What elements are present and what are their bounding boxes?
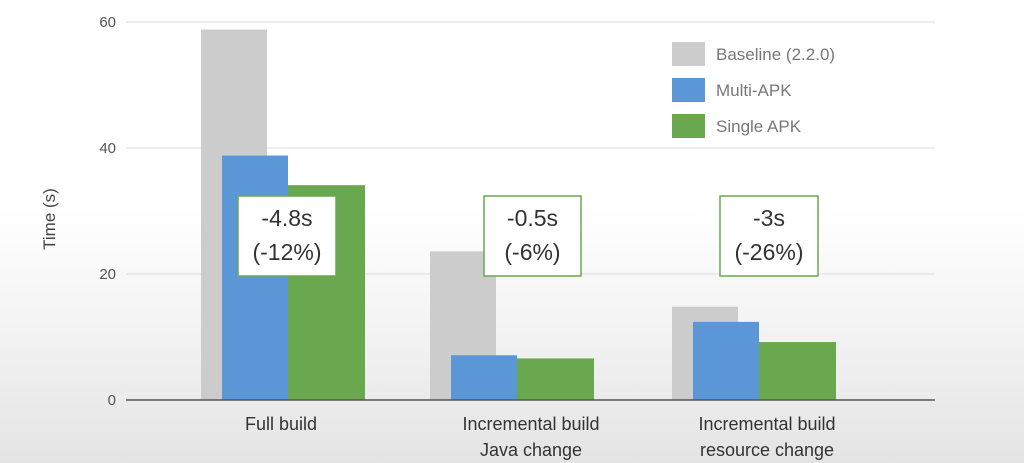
annotation-text: (-26%) <box>734 239 803 265</box>
y-tick-label: 40 <box>99 140 116 157</box>
annotations: -4.8s (-12%) -0.5s (-6%) -3s (-26%) <box>237 195 819 277</box>
y-tick-label: 0 <box>108 392 116 409</box>
y-tick-label: 60 <box>99 14 116 31</box>
y-axis-ticks: 0 20 40 60 <box>99 14 116 409</box>
legend-label: Multi-APK <box>716 81 792 100</box>
bar-single-apk <box>759 342 836 400</box>
legend-label: Baseline (2.2.0) <box>716 45 835 64</box>
bar-multi-apk <box>693 321 759 400</box>
legend: Baseline (2.2.0) Multi-APK Single APK <box>672 42 835 138</box>
annotation-text: -3s <box>753 205 785 231</box>
x-category-label: resource change <box>700 440 834 460</box>
annotation-text: (-12%) <box>252 239 321 265</box>
x-category-label: Incremental build <box>462 414 599 434</box>
y-axis-label: Time (s) <box>40 188 59 250</box>
legend-label: Single APK <box>716 117 802 136</box>
bar-multi-apk <box>451 355 517 400</box>
y-tick-label: 20 <box>99 266 116 283</box>
annotation-box <box>237 195 337 277</box>
legend-swatch <box>672 78 705 102</box>
x-category-label: Incremental build <box>698 414 835 434</box>
x-category-label: Java change <box>480 440 582 460</box>
x-axis-categories: Full build Incremental build Java change In… <box>245 414 836 460</box>
annotation-text: -4.8s <box>261 205 312 231</box>
annotation-text: -0.5s <box>507 205 558 231</box>
bar-multi-apk <box>222 155 288 400</box>
legend-swatch <box>672 114 705 138</box>
annotation-text: (-6%) <box>504 239 560 265</box>
legend-swatch <box>672 42 705 66</box>
annotation-box <box>483 195 582 277</box>
annotation-box <box>719 195 819 277</box>
bar-single-apk <box>517 358 594 400</box>
x-category-label: Full build <box>245 414 317 434</box>
